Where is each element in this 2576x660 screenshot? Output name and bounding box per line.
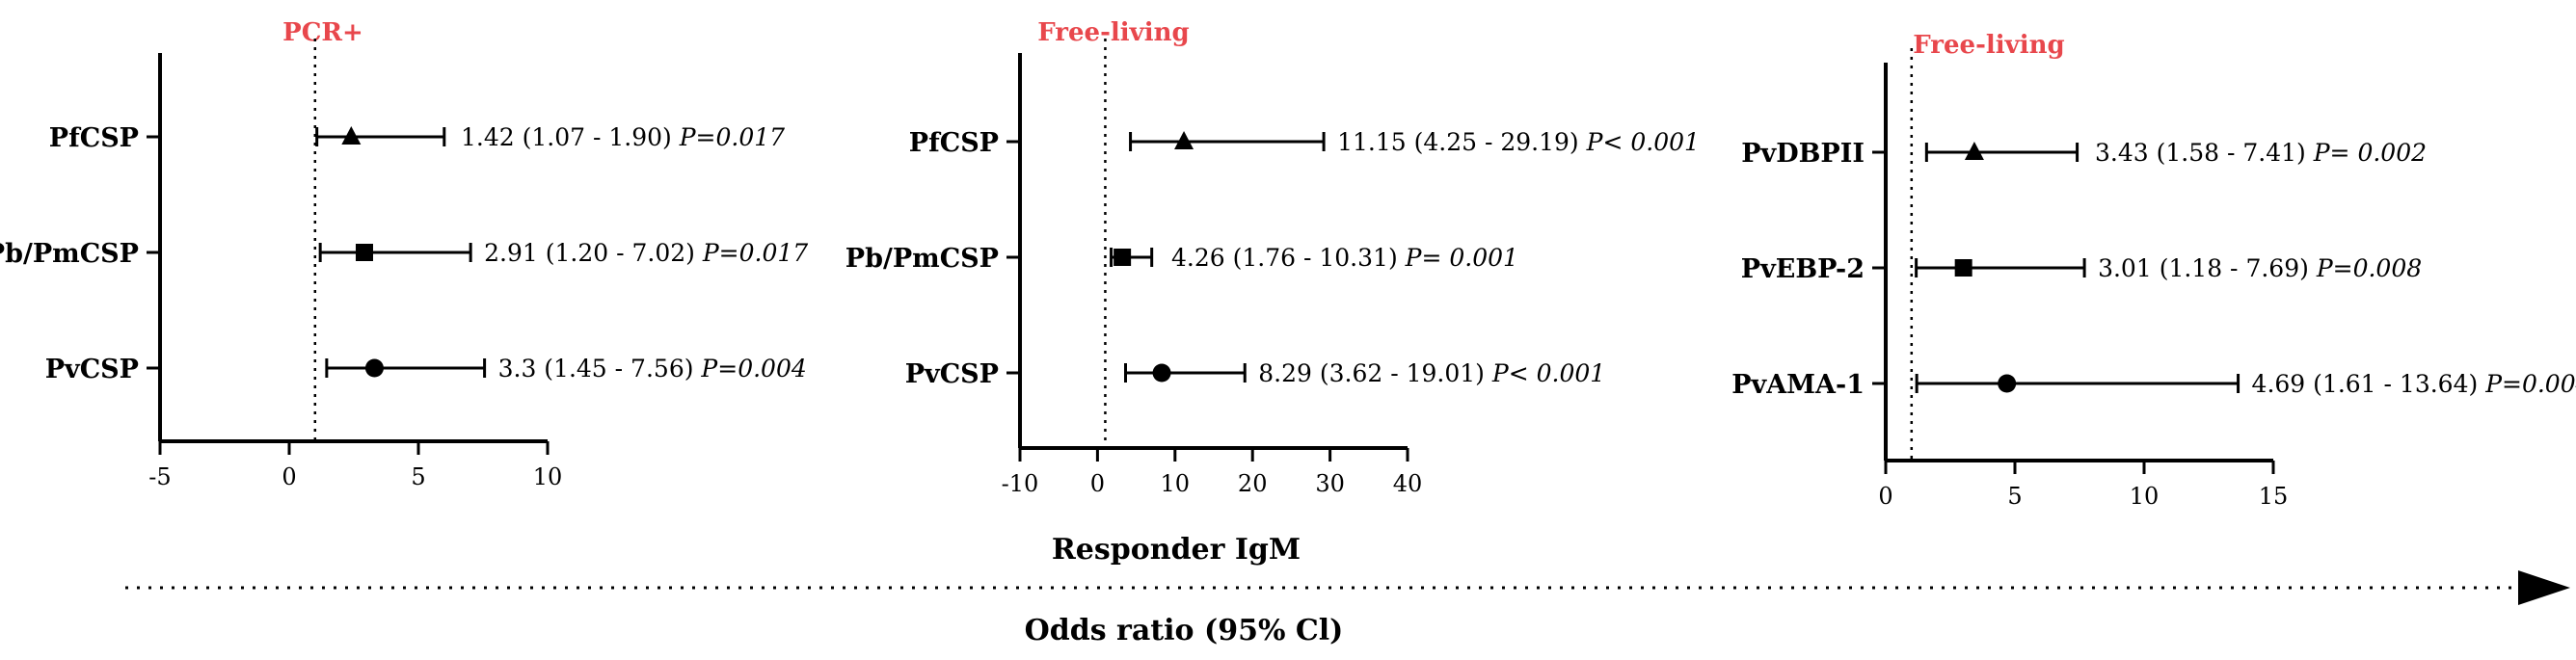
odds-ratio-text: 8.29 (3.62 - 19.01) P< 0.001 [1258,359,1605,387]
odds-ratio-value: 2.91 (1.20 - 7.02) [484,239,703,267]
point-estimate-square [355,244,373,261]
odds-ratio-text: 4.69 (1.61 - 13.64) P=0.004 [2252,370,2576,398]
row-label: PvDBPII [1741,139,1865,169]
x-tick-label: -10 [1002,470,1039,497]
p-value: P= 0.001 [1405,244,1518,272]
row-label: Pb/PmCSP [845,244,999,274]
p-value: P=0.017 [679,123,785,151]
odds-ratio-label: Odds ratio (95% Cl) [1025,614,1344,647]
x-tick-label: 40 [1393,470,1423,497]
point-estimate-circle [1998,374,2017,393]
row-label: PvEBP-2 [1741,254,1865,284]
p-value: P=0.004 [2484,370,2576,398]
row-label: PvAMA-1 [1731,370,1865,400]
odds-ratio-text: 3.43 (1.58 - 7.41) P= 0.002 [2095,139,2427,167]
point-estimate-square [1114,249,1132,266]
odds-ratio-value: 3.3 (1.45 - 7.56) [498,355,702,383]
odds-ratio-value: 11.15 (4.25 - 29.19) [1337,128,1587,156]
forest-panel-1: PCR+ -5 0 5 10 PfCSP 1.42 (1.07 - 1.90) P=0.01… [0,18,808,490]
point-estimate-circle [1152,363,1171,383]
x-tick-label: 10 [2130,483,2160,510]
forest-panels: PCR+ -5 0 5 10 PfCSP 1.42 (1.07 - 1.90) P=0.01… [0,18,2576,510]
odds-ratio-value: 1.42 (1.07 - 1.90) [461,123,680,151]
x-tick-label: -5 [148,463,171,490]
odds-ratio-text: 2.91 (1.20 - 7.02) P=0.017 [484,239,808,267]
odds-ratio-value: 8.29 (3.62 - 19.01) [1258,359,1492,387]
odds-ratio-value: 4.26 (1.76 - 10.31) [1171,244,1406,272]
point-estimate-triangle [1174,131,1194,149]
panel-header: Free-living [1037,18,1189,47]
row-label: PfCSP [49,123,139,153]
p-value: P=0.017 [702,239,808,267]
x-tick-label: 10 [1161,470,1191,497]
x-tick-label: 0 [1878,483,1892,510]
forest-panel-3: Free-living 0 5 10 15 PvDBPII 3.43 (1.58 - 7.4… [1731,31,2576,510]
odds-ratio-text: 4.26 (1.76 - 10.31) P= 0.001 [1171,244,1518,272]
x-tick-label: 15 [2259,483,2289,510]
x-tick-label: 5 [2007,483,2022,510]
x-tick-label: 0 [1090,470,1105,497]
p-value: P= 0.002 [2313,139,2427,167]
point-estimate-square [1954,259,1972,277]
panel-header: PCR+ [282,18,363,47]
odds-ratio-text: 3.01 (1.18 - 7.69) P=0.008 [2098,254,2422,282]
row-label: PvCSP [905,359,999,389]
odds-ratio-value: 3.01 (1.18 - 7.69) [2098,254,2317,282]
p-value: P=0.004 [700,355,806,383]
odds-ratio-text: 11.15 (4.25 - 29.19) P< 0.001 [1337,128,1700,156]
x-tick-label: 20 [1238,470,1268,497]
point-estimate-circle [364,358,384,378]
row-label: PvCSP [45,355,139,384]
odds-ratio-arrow-head [2518,570,2570,605]
x-tick-label: 10 [533,463,563,490]
x-tick-label: 0 [282,463,296,490]
forest-panel-2: Free-living -10 0 10 20 30 40 PfCSP 11.15 (4.25 … [845,18,1700,497]
p-value: P< 0.001 [1586,128,1700,156]
odds-ratio-value: 4.69 (1.61 - 13.64) [2252,370,2486,398]
p-value: P< 0.001 [1491,359,1605,387]
row-label: Pb/PmCSP [0,239,139,269]
odds-ratio-text: 1.42 (1.07 - 1.90) P=0.017 [461,123,785,151]
p-value: P=0.008 [2316,254,2422,282]
odds-ratio-value: 3.43 (1.58 - 7.41) [2095,139,2314,167]
x-tick-label: 5 [411,463,425,490]
odds-ratio-text: 3.3 (1.45 - 7.56) P=0.004 [498,355,807,383]
point-estimate-triangle [1964,142,1984,160]
row-label: PfCSP [909,128,999,158]
x-tick-label: 30 [1315,470,1345,497]
panel-header: Free-living [1913,31,2064,60]
axis-title: Responder IgM [1052,533,1301,567]
point-estimate-triangle [341,126,362,145]
